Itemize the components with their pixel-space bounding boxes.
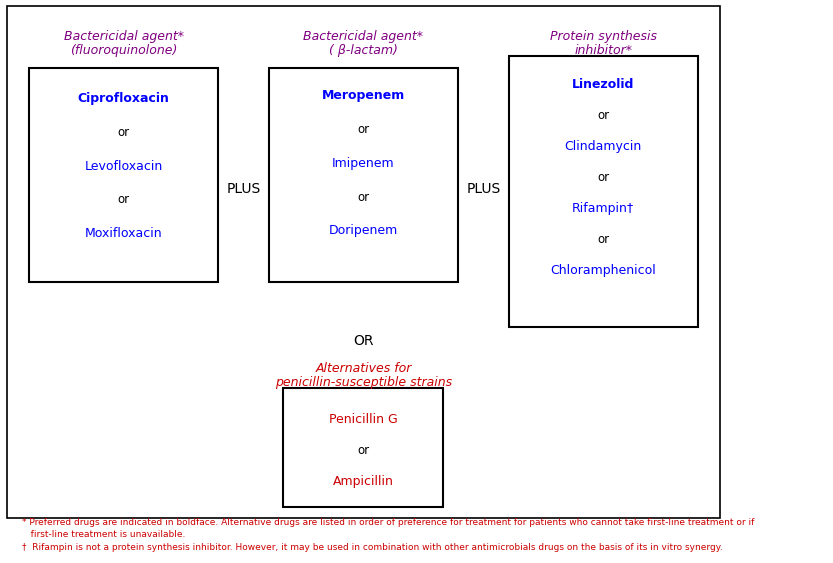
Text: Ampicillin: Ampicillin xyxy=(333,475,394,488)
Text: Imipenem: Imipenem xyxy=(332,157,395,170)
Text: Doripenem: Doripenem xyxy=(329,224,398,238)
Text: or: or xyxy=(597,233,609,246)
Text: or: or xyxy=(597,171,609,184)
Text: Alternatives for: Alternatives for xyxy=(315,362,412,376)
Text: * Preferred drugs are indicated in boldface. Alternative drugs are listed in ord: * Preferred drugs are indicated in boldf… xyxy=(22,518,754,527)
Text: Rifampin†: Rifampin† xyxy=(572,202,635,215)
Text: or: or xyxy=(117,193,130,207)
Text: PLUS: PLUS xyxy=(227,182,261,195)
Text: penicillin-susceptible strains: penicillin-susceptible strains xyxy=(275,376,452,390)
FancyBboxPatch shape xyxy=(269,68,458,282)
Text: Levofloxacin: Levofloxacin xyxy=(84,159,162,173)
Text: Linezolid: Linezolid xyxy=(572,78,635,91)
Text: inhibitor*: inhibitor* xyxy=(574,44,632,57)
Text: OR: OR xyxy=(353,334,374,347)
Text: Chloramphenicol: Chloramphenicol xyxy=(551,263,656,277)
FancyBboxPatch shape xyxy=(7,6,720,518)
Text: or: or xyxy=(357,444,370,457)
Text: ( β-lactam): ( β-lactam) xyxy=(329,44,398,57)
Text: or: or xyxy=(597,109,609,122)
Text: first-line treatment is unavailable.: first-line treatment is unavailable. xyxy=(22,530,185,539)
Text: †  Rifampin is not a protein synthesis inhibitor. However, it may be used in com: † Rifampin is not a protein synthesis in… xyxy=(22,543,722,552)
Text: Protein synthesis: Protein synthesis xyxy=(550,30,656,43)
Text: Bactericidal agent*: Bactericidal agent* xyxy=(303,30,423,43)
FancyBboxPatch shape xyxy=(509,56,698,327)
Text: (fluoroquinolone): (fluoroquinolone) xyxy=(70,44,177,57)
Text: or: or xyxy=(357,190,370,204)
Text: Meropenem: Meropenem xyxy=(322,89,405,102)
Text: Clindamycin: Clindamycin xyxy=(565,140,642,153)
Text: Penicillin G: Penicillin G xyxy=(329,413,398,426)
Text: or: or xyxy=(357,123,370,136)
FancyBboxPatch shape xyxy=(29,68,218,282)
Text: or: or xyxy=(117,126,130,139)
Text: Moxifloxacin: Moxifloxacin xyxy=(85,227,162,240)
Text: PLUS: PLUS xyxy=(466,182,501,195)
Text: Bactericidal agent*: Bactericidal agent* xyxy=(63,30,183,43)
FancyBboxPatch shape xyxy=(283,388,443,507)
Text: Ciprofloxacin: Ciprofloxacin xyxy=(77,92,169,105)
